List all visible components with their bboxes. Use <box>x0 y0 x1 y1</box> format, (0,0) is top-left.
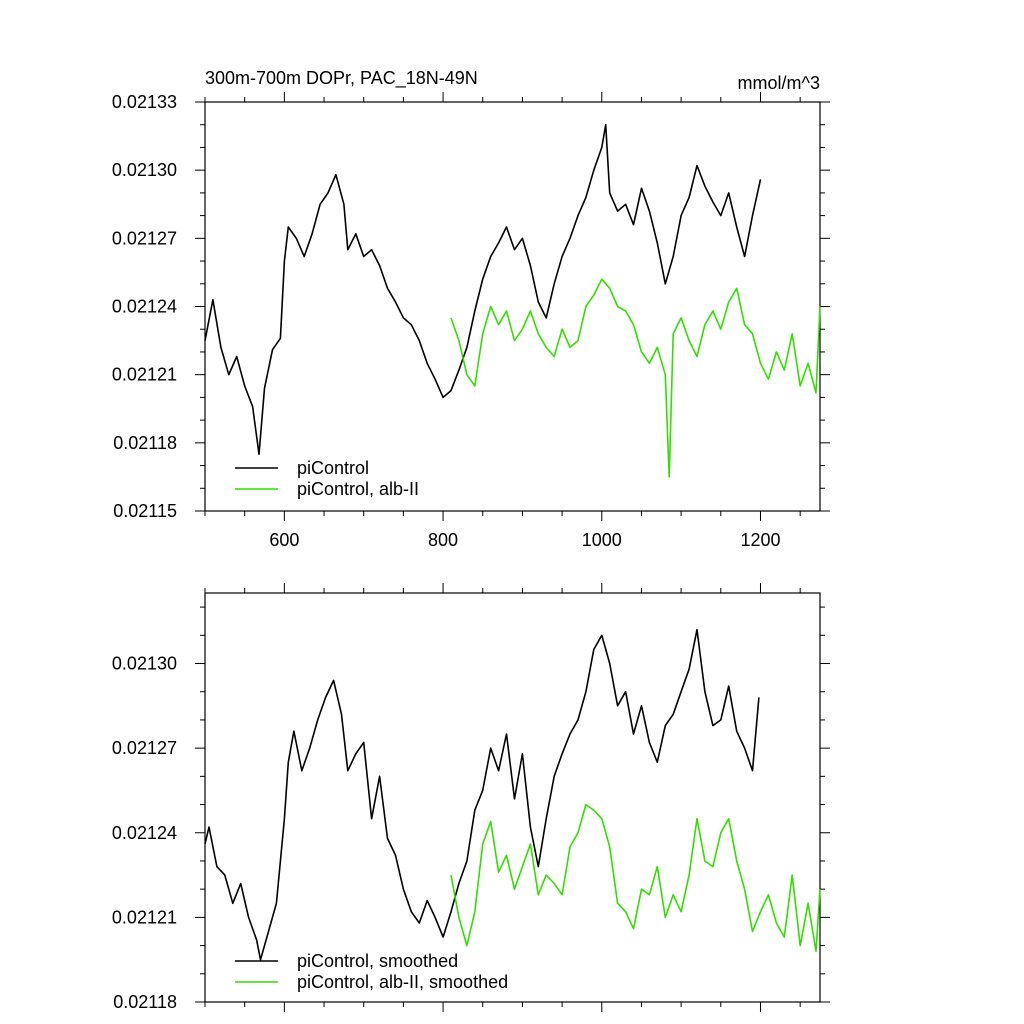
legend-label: piControl, alb-II <box>297 479 419 499</box>
top-chart-units: mmol/m^3 <box>738 73 820 93</box>
x-tick-label: 600 <box>269 530 299 550</box>
x-tick-label: 1000 <box>582 530 622 550</box>
y-tick-label: 0.02118 <box>113 433 177 453</box>
y-tick-label: 0.02130 <box>112 160 177 180</box>
legend-label: piControl <box>297 458 369 478</box>
y-tick-label: 0.02121 <box>112 365 177 385</box>
y-tick-label: 0.02118 <box>113 992 177 1012</box>
y-tick-label: 0.02124 <box>112 823 177 843</box>
series-line-1 <box>450 803 821 952</box>
top-panel: 300m-700m DOPr, PAC_18N-49N mmol/m^3 600… <box>112 68 830 550</box>
y-tick-label: 0.02133 <box>112 92 177 112</box>
legend-label: piControl, alb-II, smoothed <box>297 972 508 992</box>
legend-label: piControl, smoothed <box>297 951 458 971</box>
y-tick-label: 0.02127 <box>112 738 177 758</box>
y-tick-label: 0.02124 <box>112 297 177 317</box>
y-tick-label: 0.02115 <box>113 501 177 521</box>
plot-frame <box>204 592 821 1003</box>
y-tick-label: 0.02121 <box>112 907 177 927</box>
series-line-1 <box>450 278 821 478</box>
series-line-0 <box>204 123 762 455</box>
y-tick-label: 0.02130 <box>112 654 177 674</box>
series-line-0 <box>204 628 760 961</box>
bottom-panel: 0.02118 0.02121 0.02124 0.02127 0.02130 piCon… <box>112 583 830 1012</box>
x-tick-label: 800 <box>428 530 458 550</box>
top-chart-title: 300m-700m DOPr, PAC_18N-49N <box>205 68 478 89</box>
y-tick-label: 0.02127 <box>112 228 177 248</box>
x-tick-label: 1200 <box>740 530 780 550</box>
